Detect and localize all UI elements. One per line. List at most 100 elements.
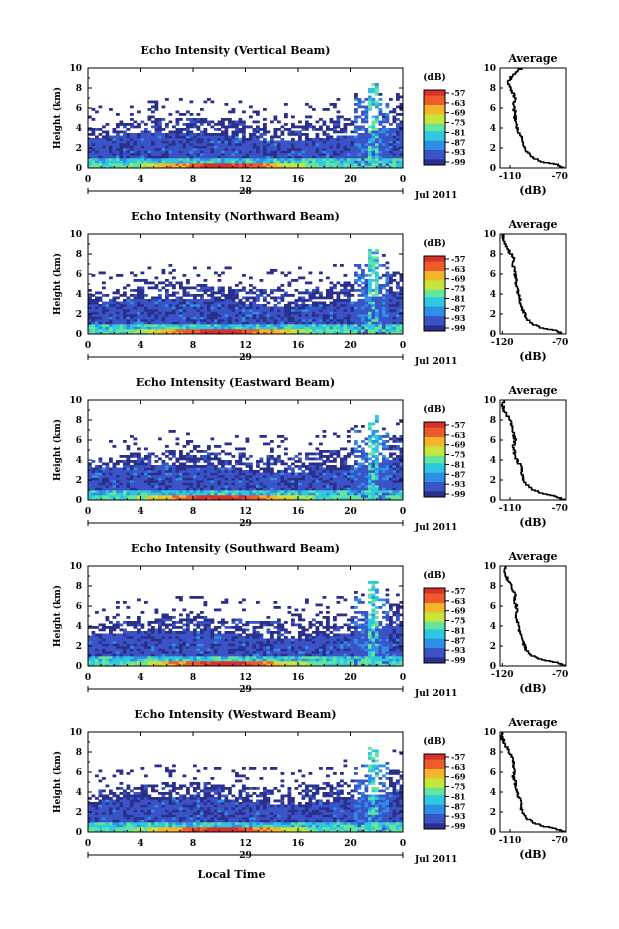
heatmap-cell: [88, 487, 92, 491]
heatmap-cell: [161, 160, 166, 164]
heatmap-cell: [340, 264, 344, 267]
heatmap-cell: [389, 274, 393, 277]
heatmap-cell: [123, 482, 127, 486]
heatmap-cell: [130, 467, 134, 471]
heatmap-cell: [252, 299, 257, 302]
heatmap-cell: [364, 264, 369, 267]
heatmap-cell: [235, 165, 239, 169]
heatmap-cell: [340, 492, 344, 496]
heatmap-cell: [151, 465, 155, 468]
heatmap-cell: [161, 155, 166, 159]
heatmap-cell: [140, 480, 145, 483]
heatmap-cell: [392, 153, 397, 156]
heatmap-cell: [315, 135, 320, 139]
heatmap-cell: [343, 145, 348, 149]
heatmap-cell: [154, 475, 159, 478]
heatmap-cell: [347, 291, 351, 295]
heatmap-cell: [280, 306, 285, 310]
heatmap-cell: [228, 319, 232, 322]
heatmap-cell: [182, 123, 187, 126]
heatmap-cell: [256, 135, 260, 139]
heatmap-cell: [123, 130, 127, 134]
heatmap-cell: [98, 304, 103, 307]
heatmap-cell: [361, 311, 365, 315]
heatmap-cell: [112, 492, 117, 496]
colorbar-segment: [424, 316, 445, 319]
heatmap-cell: [333, 319, 337, 322]
heatmap-cell: [249, 138, 253, 141]
heatmap-cell: [389, 145, 393, 149]
heatmap-cell: [224, 160, 229, 164]
heatmap-cell: [224, 299, 229, 302]
heatmap-cell: [144, 150, 148, 154]
heatmap-cell: [378, 165, 383, 169]
heatmap-cell: [189, 120, 194, 124]
heatmap-cell: [378, 140, 383, 144]
heatmap-cell: [182, 289, 187, 292]
heatmap-cell: [319, 450, 323, 453]
heatmap-cell: [270, 291, 274, 295]
heatmap-cell: [347, 284, 351, 287]
heatmap-cell: [245, 153, 250, 156]
heatmap-cell: [294, 140, 299, 144]
heatmap-cell: [263, 125, 267, 129]
heatmap-cell: [105, 480, 110, 483]
heatmap-cell: [179, 324, 183, 327]
heatmap-cell: [329, 286, 334, 290]
heatmap-cell: [364, 281, 369, 285]
heatmap-cell: [326, 276, 330, 280]
heatmap-cell: [161, 452, 166, 456]
heatmap-cell: [382, 284, 386, 287]
heatmap-cell: [123, 472, 127, 476]
heatmap-cell: [88, 482, 92, 486]
heatmap-cell: [389, 309, 393, 312]
heatmap-cell: [333, 495, 337, 498]
panel-0: Echo Intensity (Vertical Beam)0246810Hei…: [52, 44, 568, 201]
heatmap-cell: [347, 465, 351, 468]
heatmap-cell: [123, 286, 127, 290]
heatmap-cell: [308, 123, 313, 126]
heatmap-cell: [182, 324, 187, 327]
heatmap-cell: [242, 482, 246, 486]
heatmap-cell: [140, 294, 145, 297]
heatmap-cell: [91, 331, 96, 335]
heatmap-cell: [385, 331, 390, 335]
heatmap-cell: [336, 321, 341, 325]
heatmap-cell: [119, 140, 124, 144]
heatmap-cell: [228, 316, 232, 320]
heatmap-cell: [231, 304, 236, 307]
heatmap-cell: [382, 165, 386, 169]
heatmap-cell: [238, 485, 243, 488]
heatmap-cell: [95, 301, 99, 305]
heatmap-cell: [147, 492, 152, 496]
heatmap-cell: [361, 110, 365, 114]
heatmap-cell: [105, 470, 110, 473]
heatmap-cell: [259, 309, 264, 312]
heatmap-cell: [354, 492, 358, 496]
heatmap-cell: [224, 153, 229, 156]
heatmap-cell: [375, 324, 379, 327]
heatmap-cell: [217, 145, 222, 149]
heatmap-cell: [259, 482, 264, 486]
heatmap-cell: [151, 110, 155, 114]
heatmap-cell: [193, 321, 197, 325]
heatmap-cell: [378, 326, 383, 330]
heatmap-cell: [385, 128, 390, 131]
heatmap-cell: [245, 155, 250, 159]
heatmap-cell: [308, 291, 313, 295]
heatmap-cell: [116, 125, 120, 129]
heatmap-cell: [133, 153, 138, 156]
heatmap-cell: [231, 165, 236, 169]
heatmap-cell: [154, 118, 159, 121]
heatmap-cell: [105, 492, 110, 496]
heatmap-cell: [95, 153, 99, 156]
heatmap-cell: [361, 319, 365, 322]
heatmap-cell: [102, 331, 106, 335]
heatmap-cell: [312, 138, 316, 141]
heatmap-cell: [266, 467, 271, 471]
heatmap-cell: [336, 497, 341, 501]
heatmap-cell: [357, 279, 362, 282]
heatmap-cell: [256, 163, 260, 166]
heatmap-cell: [326, 480, 330, 483]
